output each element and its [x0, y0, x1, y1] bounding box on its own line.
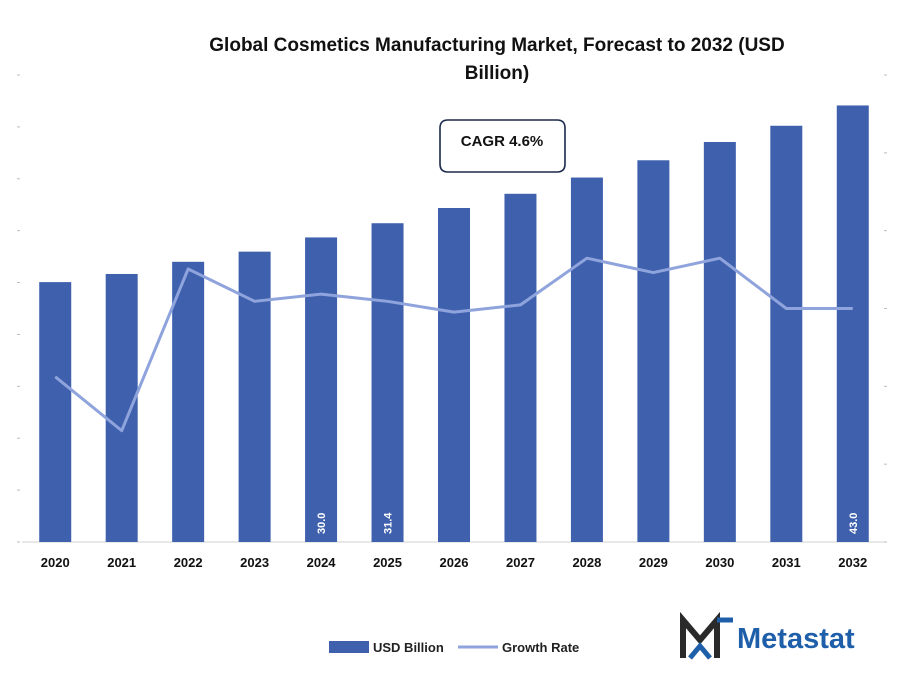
data-label-2032: 43.0	[848, 513, 860, 534]
cagr-callout: CAGR 4.6%	[439, 119, 566, 173]
x-tick-labels: 2020 2021 2022 2023 2024 2025 2026 2027 2028 2029…	[41, 555, 867, 570]
chart-title-line1: Global Cosmetics Manufacturing Market, F…	[209, 35, 784, 56]
bar-2026	[438, 207, 470, 543]
x-tick-2027: 2027	[506, 555, 535, 570]
bar-2021	[105, 273, 138, 542]
x-tick-2029: 2029	[639, 555, 668, 570]
data-label-2025: 31.4	[383, 512, 395, 534]
cagr-label: CAGR 4.6%	[461, 133, 544, 150]
data-label-2024: 30.0	[316, 513, 328, 534]
x-tick-2030: 2030	[705, 555, 734, 570]
data-labels: 30.0 31.4 43.0	[316, 512, 860, 534]
legend-line-label: Growth Rate	[502, 640, 579, 655]
x-tick-2026: 2026	[440, 555, 469, 570]
x-tick-2025: 2025	[373, 555, 402, 570]
x-tick-2028: 2028	[572, 555, 601, 570]
bar-2030	[703, 142, 736, 543]
bar-2024	[305, 237, 338, 542]
bar-2031	[770, 125, 803, 543]
x-tick-2032: 2032	[838, 555, 867, 570]
bar-series	[39, 105, 869, 543]
bar-2022	[172, 261, 205, 542]
bar-2032	[836, 105, 869, 543]
metastat-logo-mark	[680, 611, 733, 660]
legend: USD Billion Growth Rate	[329, 640, 579, 655]
metastat-logo: Metastat	[680, 611, 855, 660]
bar-2025	[371, 223, 404, 542]
x-tick-2022: 2022	[174, 555, 203, 570]
x-tick-2020: 2020	[41, 555, 70, 570]
x-tick-2031: 2031	[772, 555, 801, 570]
legend-bar-swatch	[329, 641, 369, 653]
line-series	[54, 256, 853, 433]
x-tick-2023: 2023	[240, 555, 269, 570]
x-tick-2021: 2021	[107, 555, 136, 570]
metastat-logo-text: Metastat	[737, 623, 855, 655]
x-tick-2024: 2024	[307, 555, 337, 570]
cagr-box	[439, 119, 566, 173]
bar-2028	[570, 177, 603, 542]
chart-title-line2: Billion)	[465, 63, 529, 84]
bar-2027	[504, 193, 537, 542]
bar-2020	[39, 282, 72, 542]
legend-bar-label: USD Billion	[373, 640, 444, 655]
bar-2029	[637, 160, 670, 542]
